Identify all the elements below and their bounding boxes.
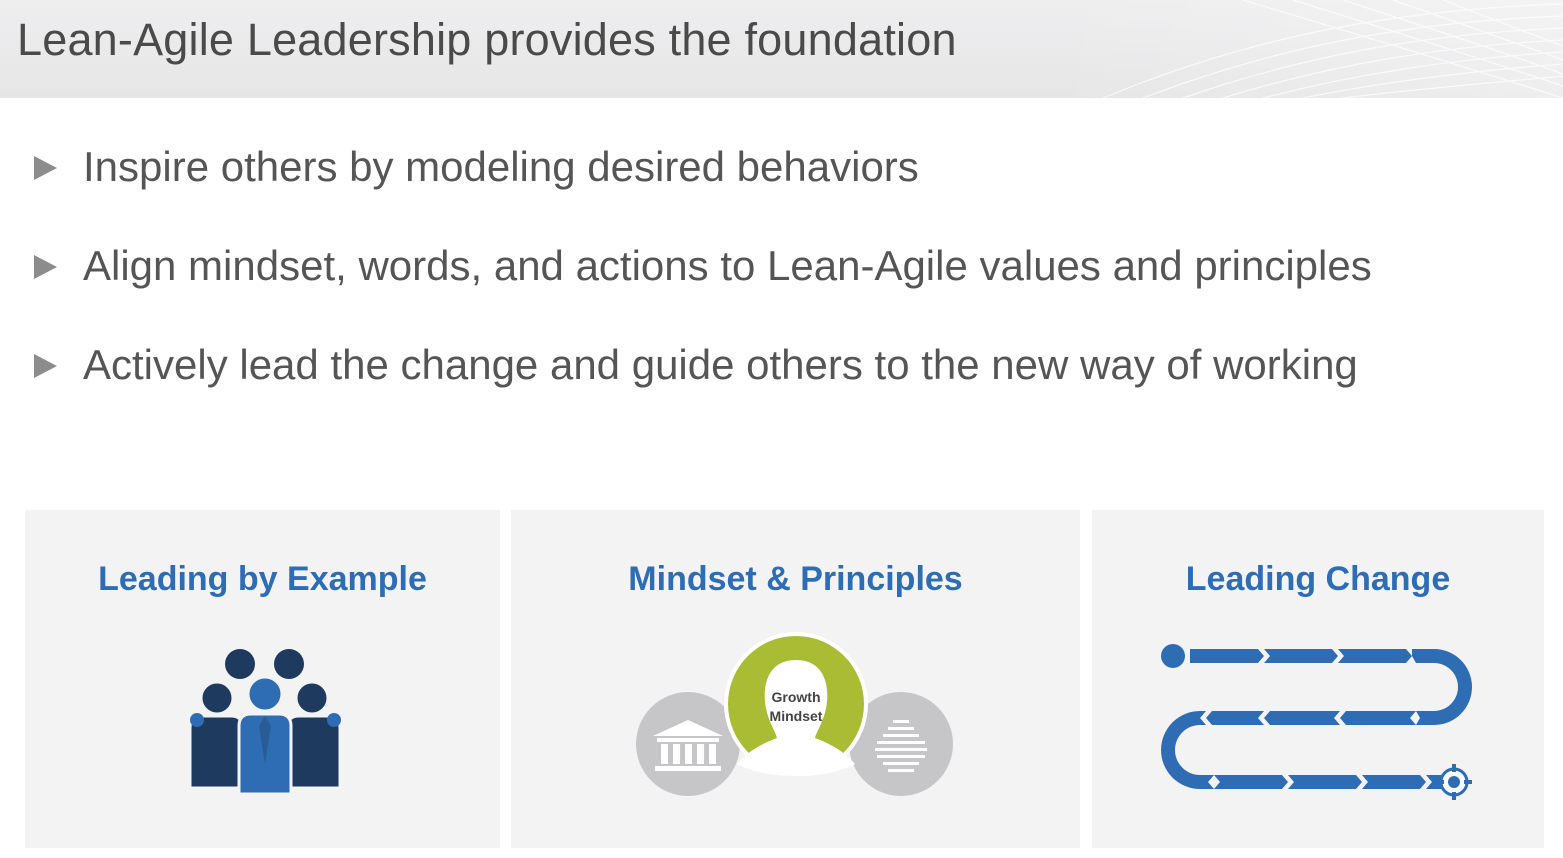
bullet-item: Actively lead the change and guide other… (0, 335, 1520, 395)
header-decoration (1043, 0, 1563, 98)
triangle-bullet-icon (34, 354, 57, 378)
bullet-item: Inspire others by modeling desired behav… (0, 137, 1100, 197)
mindset-label: Mindset (770, 708, 823, 724)
triangle-bullet-icon (34, 156, 57, 180)
panel-title: Leading by Example (98, 560, 427, 598)
people-group-icon (188, 649, 342, 794)
target-icon (1436, 764, 1472, 800)
panel-title: Leading Change (1185, 560, 1451, 598)
triangle-bullet-icon (34, 255, 57, 279)
growth-mindset-icon: Growth Mindset (636, 632, 953, 796)
panel-leading-by-example: Leading by Example (25, 510, 500, 848)
header-band: Lean-Agile Leadership provides the found… (0, 0, 1563, 98)
page-title: Lean-Agile Leadership provides the found… (17, 14, 957, 65)
building-columns-icon (653, 720, 723, 771)
growth-label: Growth (772, 689, 821, 705)
bullet-text: Inspire others by modeling desired behav… (83, 143, 919, 190)
bullet-item: Align mindset, words, and actions to Lea… (0, 236, 1520, 296)
stacked-lines-icon (875, 720, 927, 772)
bullet-text: Align mindset, words, and actions to Lea… (83, 242, 1372, 289)
panel-mindset-principles: Mindset & Principles (511, 510, 1080, 848)
panel-title: Mindset & Principles (628, 560, 963, 598)
panel-leading-change: Leading Change (1092, 510, 1544, 848)
bullet-text: Actively lead the change and guide other… (83, 341, 1358, 388)
roadmap-path-icon (1161, 644, 1472, 800)
